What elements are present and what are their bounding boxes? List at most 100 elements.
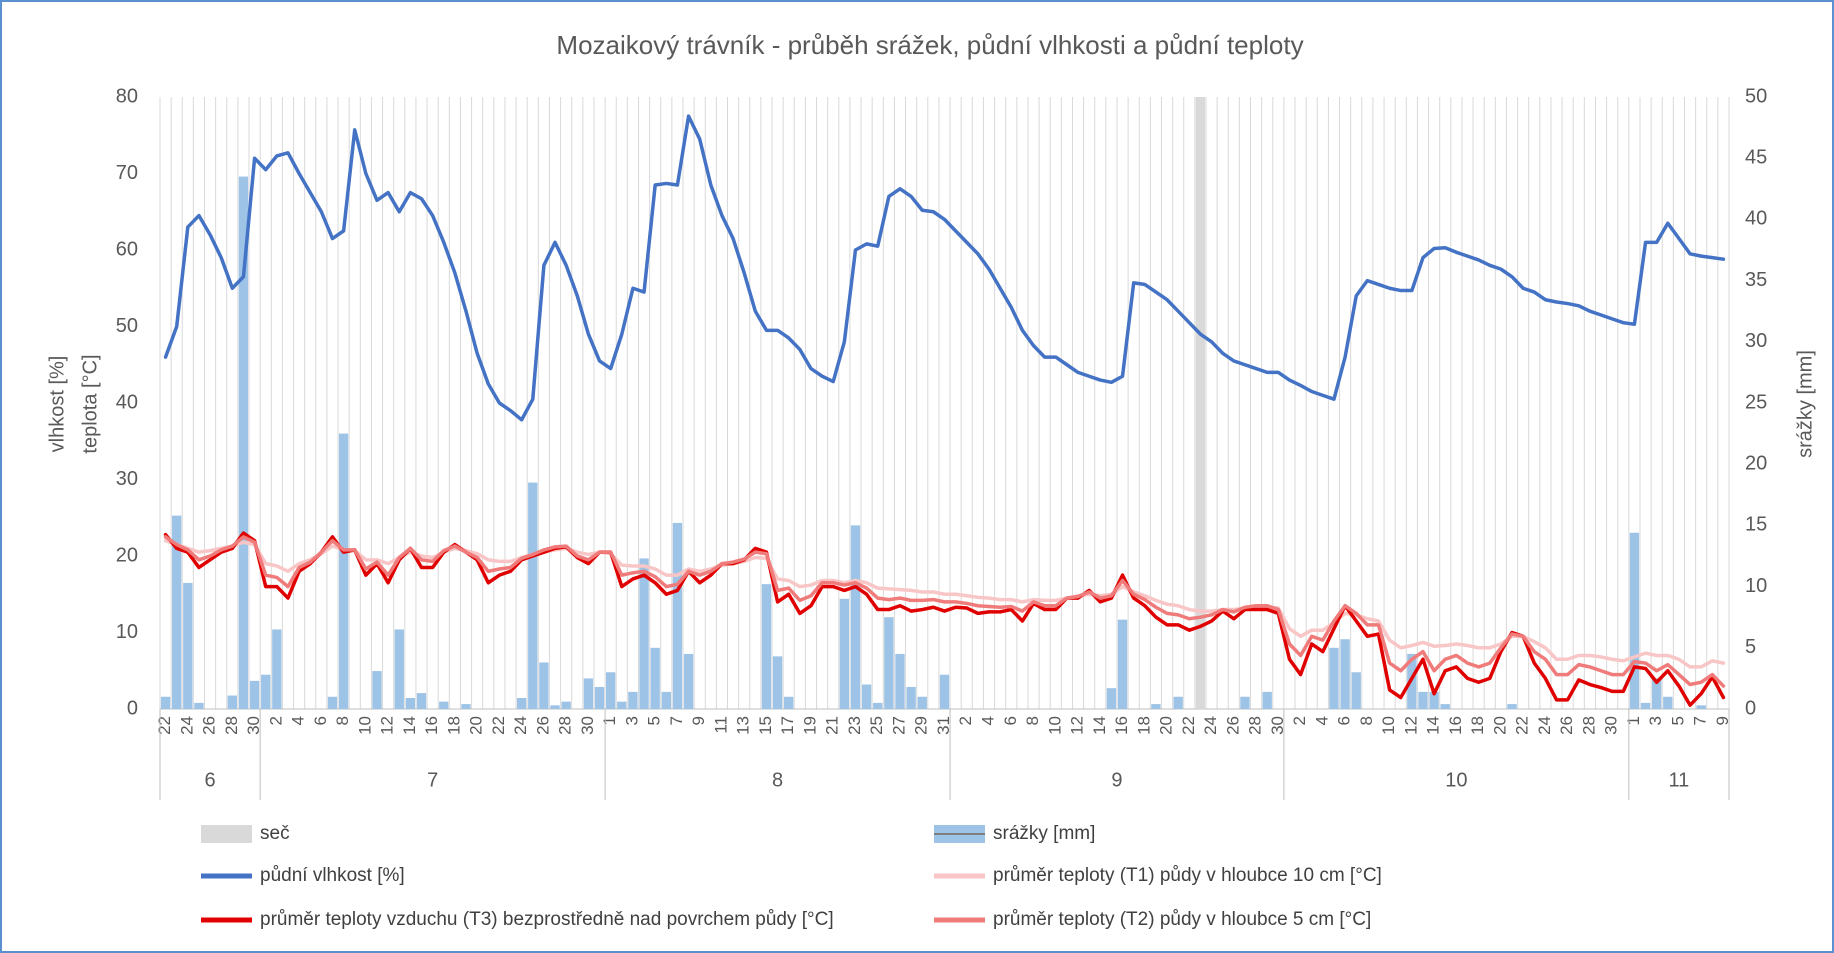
y2-tick-label: 25: [1745, 391, 1767, 413]
bar: [861, 684, 872, 709]
chart-title: Mozaikový trávník - průběh srážek, půdní…: [556, 30, 1303, 60]
bar: [561, 701, 571, 709]
bar: [1117, 619, 1128, 709]
bar: [338, 433, 349, 709]
x-tick-label: 18: [1468, 716, 1487, 735]
x-tick-label: 20: [1157, 716, 1176, 735]
x-tick-label: 12: [1068, 716, 1087, 735]
y-tick-label: 70: [116, 162, 138, 184]
bar: [183, 582, 193, 709]
bar: [628, 691, 638, 709]
y-tick-label: 50: [116, 315, 138, 337]
y2-tick-label: 40: [1745, 208, 1767, 230]
x-tick-label: 13: [734, 716, 753, 735]
bar: [160, 696, 171, 709]
legend-label: průměr teploty vzduchu (T3) bezprostředn…: [260, 909, 834, 930]
y2-tick-label: 10: [1745, 575, 1767, 597]
bar: [1351, 672, 1361, 709]
line: [163, 535, 1726, 688]
bar: [1629, 532, 1640, 709]
x-tick-label: 10: [1045, 716, 1064, 735]
bar: [1507, 704, 1517, 709]
bar: [917, 696, 927, 709]
y2-tick-label: 35: [1745, 269, 1767, 291]
x-tick-label: 8: [333, 716, 352, 725]
bar: [772, 656, 783, 709]
month-label: 8: [772, 769, 783, 791]
bar: [661, 691, 671, 709]
x-tick-label: 1: [600, 716, 619, 725]
month-label: 6: [205, 769, 216, 791]
bar: [1418, 691, 1428, 709]
bar: [895, 653, 905, 709]
bar: [227, 695, 238, 709]
bar: [249, 680, 260, 709]
bar: [550, 705, 560, 709]
line: [163, 538, 1726, 669]
x-tick-label: 12: [1401, 716, 1420, 735]
x-tick-label: 28: [1246, 716, 1265, 735]
y2-tick-label: 45: [1745, 146, 1767, 168]
x-tick-label: 4: [289, 716, 308, 725]
bar: [1429, 691, 1439, 709]
y2-tick-label: 30: [1745, 330, 1767, 352]
legend-label: průměr teploty (T1) půdy v hloubce 10 cm…: [993, 865, 1382, 886]
x-tick-label: 26: [1223, 716, 1242, 735]
bar: [516, 697, 527, 709]
bar: [884, 617, 894, 709]
bar: [1340, 639, 1350, 709]
x-tick-label: 14: [1424, 716, 1443, 735]
x-tick-label: 2: [1290, 716, 1309, 725]
x-tick-label: 22: [1513, 716, 1532, 735]
y2-tick-label: 5: [1745, 636, 1756, 658]
bar: [605, 672, 616, 709]
y2-axis-title: srážky [mm]: [1794, 350, 1816, 458]
bar: [394, 629, 404, 709]
x-tick-label: 17: [778, 716, 797, 735]
bar: [172, 515, 182, 709]
x-tick-label: 21: [823, 716, 842, 735]
x-tick-label: 16: [1112, 716, 1131, 735]
x-tick-label: 24: [1535, 716, 1554, 735]
y-axis-title: vlhkost [%]: [46, 356, 68, 453]
x-tick-label: 20: [1490, 716, 1509, 735]
month-label: 9: [1111, 769, 1122, 791]
bar: [583, 678, 594, 709]
x-tick-label: 6: [1001, 716, 1020, 725]
bar: [761, 584, 772, 709]
x-tick-label: 7: [1691, 716, 1710, 725]
x-tick-label: 27: [889, 716, 908, 735]
bar: [1173, 696, 1183, 709]
x-tick-label: 8: [1023, 716, 1042, 725]
month-label: 7: [427, 769, 438, 791]
legend-swatch: [201, 825, 252, 843]
x-tick-label: 30: [1268, 716, 1287, 735]
legend-label: seč: [260, 823, 290, 844]
bar: [906, 686, 916, 709]
bar: [1106, 688, 1117, 709]
y-axis-title: teplota [°C]: [79, 354, 101, 453]
bar: [416, 693, 427, 709]
bar: [639, 558, 649, 709]
bar: [850, 525, 861, 709]
x-tick-label: 22: [489, 716, 508, 735]
x-tick-label: 16: [1446, 716, 1465, 735]
y2-tick-label: 20: [1745, 452, 1767, 474]
x-tick-label: 14: [1090, 716, 1109, 735]
y2-tick-label: 50: [1745, 85, 1767, 107]
x-tick-label: 19: [800, 716, 819, 735]
bar: [405, 697, 416, 709]
bar: [439, 701, 449, 709]
x-tick-label: 3: [1646, 716, 1665, 725]
x-tick-label: 26: [533, 716, 552, 735]
month-label: 10: [1445, 769, 1467, 791]
x-tick-label: 10: [355, 716, 374, 735]
x-tick-label: 26: [1557, 716, 1576, 735]
x-tick-label: 6: [311, 716, 330, 725]
bar: [539, 662, 549, 709]
x-tick-label: 2: [956, 716, 975, 725]
x-tick-label: 7: [667, 716, 686, 725]
x-tick-label: 4: [1312, 716, 1331, 725]
x-tick-label: 28: [556, 716, 575, 735]
